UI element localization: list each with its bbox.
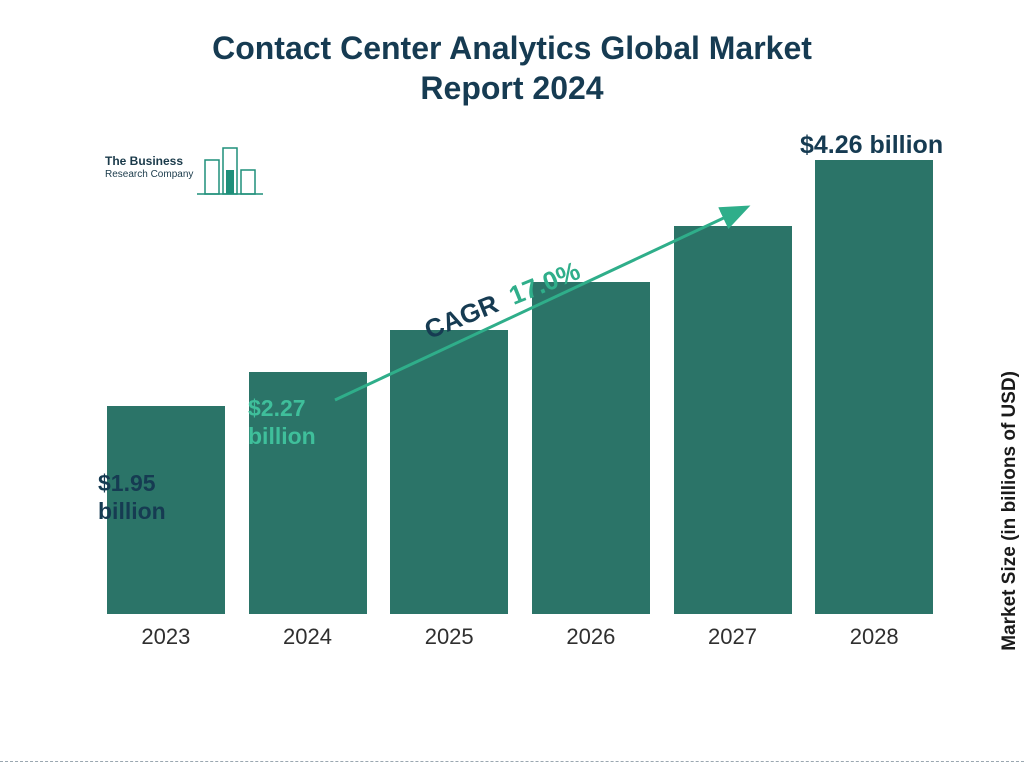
bar [532, 282, 650, 614]
bar-slot: 2026 [530, 282, 652, 650]
value-label: $1.95billion [98, 470, 166, 525]
bar-slot: 2028 [813, 160, 935, 650]
bars-container: 2023 2024 2025 2026 2027 2028 [95, 170, 945, 650]
logo-line-1: The Business [105, 154, 193, 169]
bar-chart: 2023 2024 2025 2026 2027 2028 [95, 170, 945, 690]
bar-category-label: 2023 [141, 624, 190, 650]
bar-category-label: 2027 [708, 624, 757, 650]
bar-category-label: 2024 [283, 624, 332, 650]
bar-slot: 2023 [105, 406, 227, 650]
bar [674, 226, 792, 614]
chart-canvas: Contact Center Analytics Global Market R… [0, 0, 1024, 768]
value-label: $2.27billion [248, 395, 316, 450]
bar-slot: 2025 [388, 330, 510, 650]
value-label: $4.26 billion [800, 130, 943, 160]
bottom-divider [0, 761, 1024, 762]
bar [390, 330, 508, 614]
bar-category-label: 2026 [566, 624, 615, 650]
bar-category-label: 2028 [850, 624, 899, 650]
bar-category-label: 2025 [425, 624, 474, 650]
title-line-1: Contact Center Analytics Global Market [212, 30, 812, 66]
bar [815, 160, 933, 614]
y-axis-label: Market Size (in billions of USD) [999, 371, 1021, 651]
bar-slot: 2027 [672, 226, 794, 650]
title-line-2: Report 2024 [420, 70, 603, 106]
chart-title: Contact Center Analytics Global Market R… [0, 28, 1024, 108]
